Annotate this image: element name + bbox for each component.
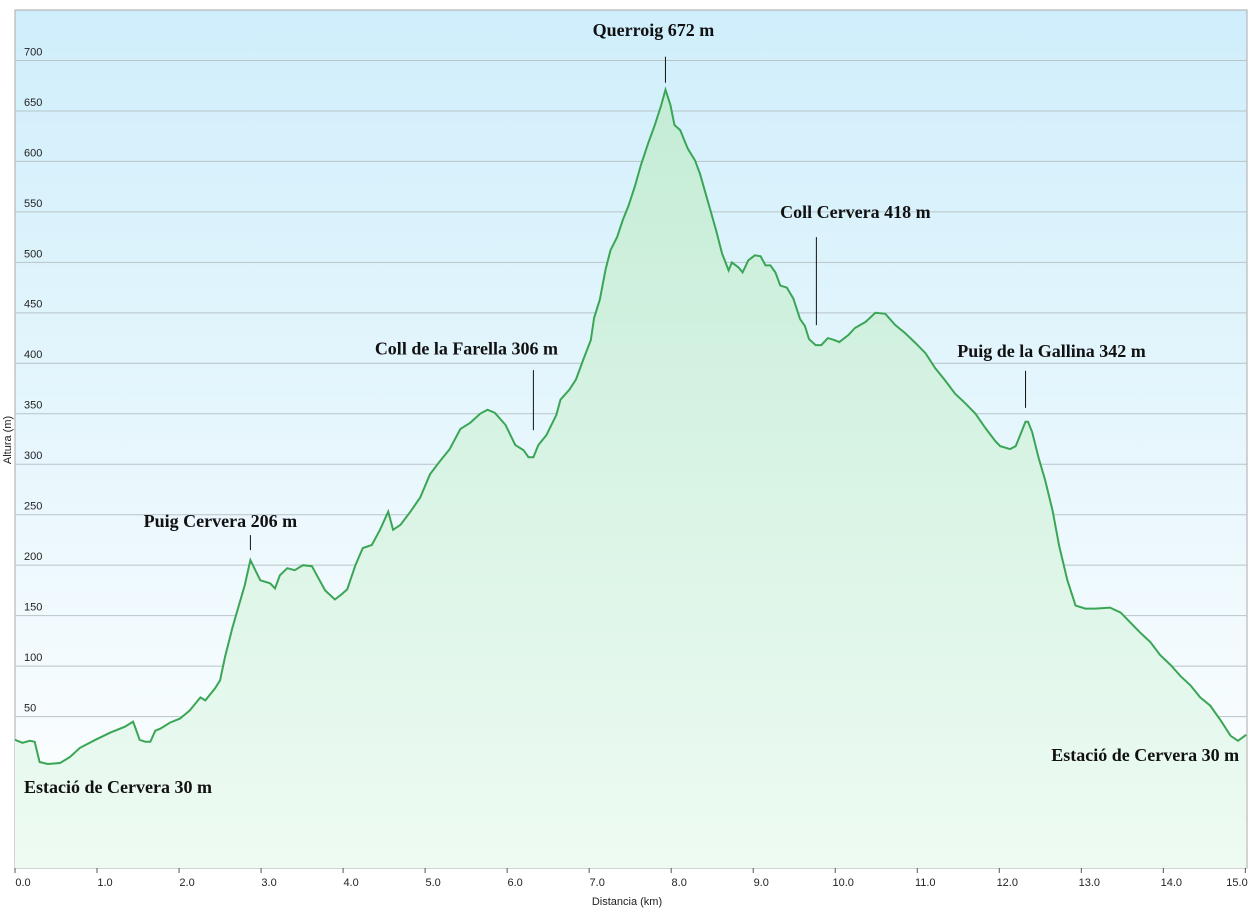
x-axis-title: Distancia (km) [592, 896, 662, 908]
x-tick-label: 3.0 [261, 877, 276, 889]
y-tick-label: 350 [24, 400, 42, 412]
x-tick-label: 1.0 [97, 877, 112, 889]
x-tick-label: 12.0 [997, 877, 1018, 889]
x-tick-label: 14.0 [1161, 877, 1182, 889]
x-tick-label: 11.0 [915, 877, 936, 889]
y-tick-label: 400 [24, 349, 42, 361]
x-tick-label: 4.0 [343, 877, 358, 889]
x-tick-label: 8.0 [672, 877, 687, 889]
y-tick-label: 300 [24, 450, 42, 462]
y-tick-label: 600 [24, 147, 42, 159]
area-fill [15, 89, 1247, 868]
y-tick-label: 550 [24, 198, 42, 210]
y-tick-label: 500 [24, 248, 42, 260]
x-tick-label: 5.0 [425, 877, 440, 889]
x-tick-label: 10.0 [833, 877, 854, 889]
x-tick-label: 6.0 [507, 877, 522, 889]
y-tick-label: 700 [24, 46, 42, 58]
annotation: Coll Cervera 418 m [780, 202, 930, 222]
x-tick-label: 13.0 [1079, 877, 1100, 889]
x-tick-label: 2.0 [179, 877, 194, 889]
y-tick-label: 100 [24, 652, 42, 664]
annotation: Puig Cervera 206 m [144, 511, 297, 531]
x-tick-label: 0.0 [15, 877, 30, 889]
y-tick-label: 50 [24, 702, 36, 714]
profile-line [14, 86, 1247, 766]
y-tick-label: 200 [24, 551, 42, 563]
y-tick-label: 650 [24, 97, 42, 109]
x-tick-label: 7.0 [590, 877, 605, 889]
annotation: Estació de Cervera 30 m [1051, 745, 1239, 765]
y-tick-label: 250 [24, 501, 42, 513]
x-tick-label: 15.0 [1226, 877, 1247, 889]
y-axis-title: Altura (m) [2, 416, 14, 464]
annotation: Puig de la Gallina 342 m [957, 341, 1146, 361]
annotation: Querroig 672 m [593, 20, 715, 40]
annotation: Coll de la Farella 306 m [375, 338, 558, 358]
x-tick-label: 9.0 [754, 877, 769, 889]
y-tick-label: 450 [24, 299, 42, 311]
y-tick-label: 150 [24, 602, 42, 614]
annotation: Estació de Cervera 30 m [24, 777, 212, 797]
